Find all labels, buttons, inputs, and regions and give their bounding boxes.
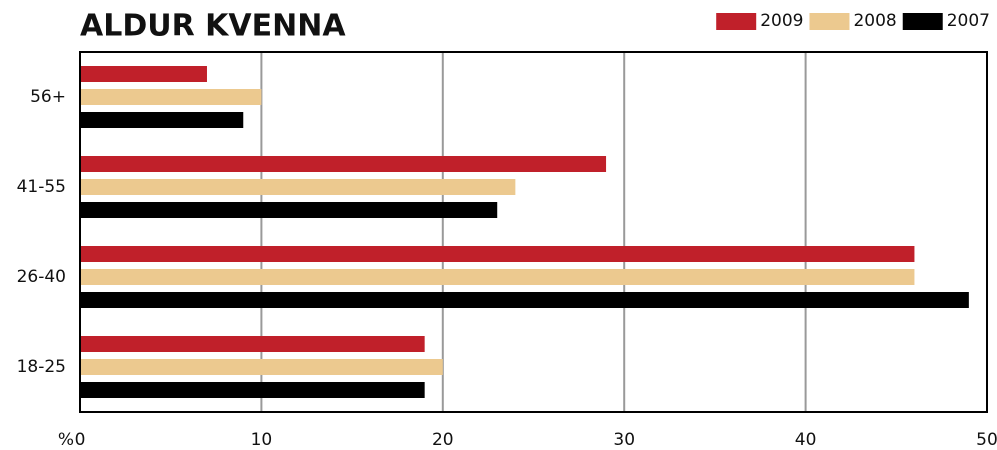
bar: [80, 359, 443, 375]
x-tick-label: 30: [613, 430, 635, 450]
plot-frame: [79, 51, 988, 413]
bar: [80, 292, 969, 308]
legend-swatch: [902, 13, 943, 30]
bar: [80, 382, 425, 398]
bar: [80, 89, 262, 105]
y-tick-label: 41-55: [17, 177, 66, 197]
legend-label: 2009: [760, 11, 803, 31]
bar: [80, 66, 207, 82]
bar: [80, 112, 244, 128]
legend-label: 2008: [853, 11, 896, 31]
bar: [80, 336, 425, 352]
y-tick-label: 18-25: [17, 357, 66, 377]
bar: [80, 246, 915, 262]
chart-title: ALDUR KVENNA: [80, 9, 346, 44]
x-axis-label: %: [58, 430, 74, 450]
x-tick-label: 10: [251, 430, 273, 450]
bar: [80, 202, 498, 218]
bar: [80, 179, 516, 195]
legend-label: 2007: [947, 11, 990, 31]
x-tick-label: 20: [432, 430, 454, 450]
y-tick-label: 26-40: [17, 267, 66, 287]
x-tick-label: 50: [976, 430, 997, 450]
y-tick-label: 56+: [30, 87, 66, 107]
x-tick-label: 40: [795, 430, 817, 450]
bar: [80, 269, 915, 285]
legend-swatch: [716, 13, 757, 30]
x-tick-label: 0: [75, 430, 86, 450]
legend-swatch: [809, 13, 850, 30]
bar: [80, 156, 607, 172]
